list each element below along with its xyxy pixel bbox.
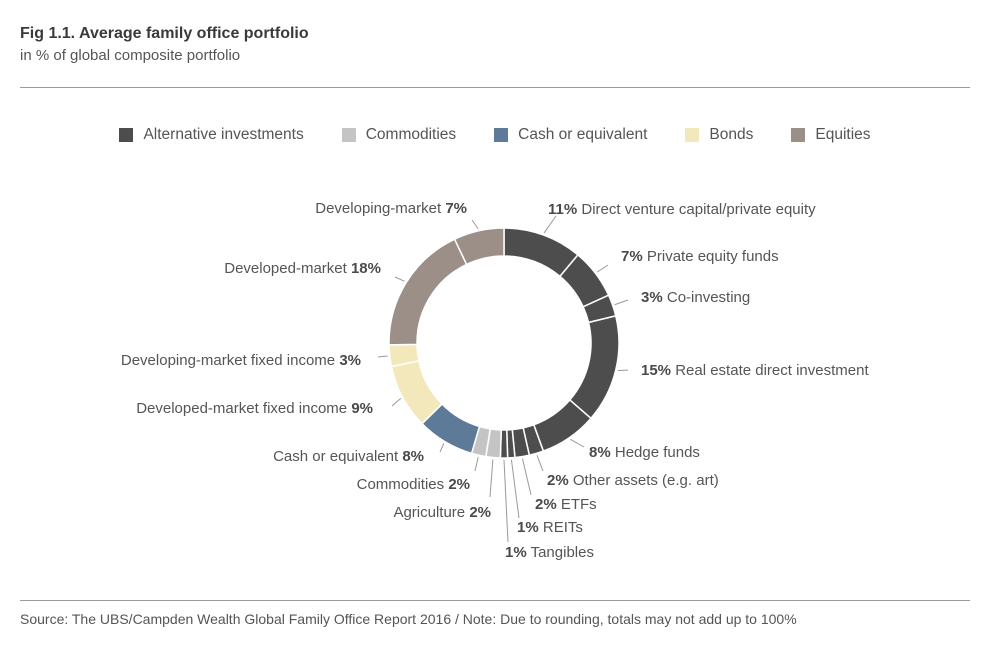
slice-value: 7% [445, 200, 467, 217]
slice-label: 1% Tangibles [505, 544, 594, 561]
slice-developed-market [388, 238, 468, 346]
legend-swatch [685, 128, 700, 142]
leader-line [474, 457, 479, 472]
slice-value: 9% [351, 400, 373, 417]
legend-item-equities: Equities [791, 126, 871, 144]
slice-name: Commodities [357, 476, 449, 493]
donut-slices [388, 227, 620, 459]
slice-label: Developed-market 18% [224, 260, 381, 277]
legend: Alternative investments Commodities Cash… [0, 126, 990, 144]
legend-item-alternative-investments: Alternative investments [119, 126, 304, 144]
chart-subtitle: in % of global composite portfolio [20, 47, 241, 64]
slice-value: 18% [351, 260, 381, 277]
slice-label: 15% Real estate direct investment [641, 362, 869, 379]
leader-line [617, 369, 629, 372]
slice-value: 2% [535, 496, 557, 513]
slice-value: 2% [469, 504, 491, 521]
leader-line [391, 397, 402, 407]
slice-value: 1% [517, 519, 539, 536]
slice-label: 2% Other assets (e.g. art) [547, 472, 719, 489]
donut-chart: 11% Direct venture capital/private equit… [121, 200, 870, 561]
legend-label: Cash or equivalent [518, 126, 648, 143]
slice-label: Developed-market fixed income 9% [136, 400, 373, 417]
slice-label: 8% Hedge funds [589, 444, 700, 461]
slice-value: 3% [339, 352, 361, 369]
slice-name: Co-investing [663, 289, 751, 306]
legend-item-bonds: Bonds [685, 126, 753, 144]
slice-label: 3% Co-investing [641, 289, 750, 306]
leader-line [543, 215, 557, 234]
leader-line [596, 264, 609, 273]
legend-item-commodities: Commodities [341, 126, 457, 144]
slice-value: 1% [505, 544, 527, 561]
leader-line [489, 459, 494, 498]
leader-line [570, 438, 585, 448]
slice-developing-market [453, 227, 505, 266]
slice-value: 11% [548, 201, 577, 218]
legend-swatch [791, 128, 806, 142]
slice-label: Commodities 2% [357, 476, 470, 493]
bottom-divider [20, 600, 970, 601]
leader-line [503, 459, 509, 543]
slice-label: Agriculture 2% [393, 504, 491, 521]
slice-name: Cash or equivalent [273, 448, 402, 465]
slice-value: 15% [641, 362, 671, 379]
slice-name: ETFs [557, 496, 597, 513]
chart-title: Fig 1.1. Average family office portfolio [20, 25, 309, 42]
leader-lines [377, 215, 629, 543]
legend-label: Bonds [709, 126, 754, 143]
leader-line [471, 219, 479, 230]
slice-label: 11% Direct venture capital/private equit… [548, 201, 816, 218]
slice-name: Developed-market fixed income [136, 400, 351, 417]
leader-line [521, 458, 532, 496]
leader-line [614, 299, 629, 306]
slice-label: 2% ETFs [535, 496, 597, 513]
slice-labels: 11% Direct venture capital/private equit… [121, 200, 870, 561]
legend-label: Equities [815, 126, 871, 143]
legend-label: Commodities [365, 126, 457, 143]
slice-name: Real estate direct investment [671, 362, 869, 379]
slice-value: 8% [402, 448, 424, 465]
slice-name: Agriculture [393, 504, 469, 521]
legend-swatch [494, 128, 509, 142]
legend-label: Alternative investments [143, 126, 304, 143]
legend-item-cash: Cash or equivalent [494, 126, 647, 144]
slice-label: 1% REITs [517, 519, 583, 536]
leader-line [394, 276, 405, 282]
slice-name: Private equity funds [643, 248, 779, 265]
legend-swatch [341, 128, 356, 142]
slice-name: Direct venture capital/private equity [577, 201, 816, 218]
slice-name: Other assets (e.g. art) [569, 472, 719, 489]
leader-line [439, 443, 445, 453]
leader-line [377, 355, 388, 358]
slice-value: 8% [589, 444, 611, 461]
slice-name: Developed-market [224, 260, 351, 277]
slice-name: REITs [539, 519, 583, 536]
slice-label: 7% Private equity funds [621, 248, 779, 265]
source-note: Source: The UBS/Campden Wealth Global Fa… [20, 611, 797, 627]
legend-swatch [119, 128, 134, 142]
top-divider [20, 87, 970, 88]
slice-name: Tangibles [527, 544, 594, 561]
slice-label: Cash or equivalent 8% [273, 448, 424, 465]
slice-label: Developing-market 7% [315, 200, 467, 217]
slice-value: 3% [641, 289, 663, 306]
slice-name: Developing-market [315, 200, 445, 217]
slice-value: 7% [621, 248, 643, 265]
leader-line [536, 455, 544, 472]
slice-value: 2% [448, 476, 470, 493]
slice-name: Developing-market fixed income [121, 352, 339, 369]
slice-real-estate-direct-investment [568, 314, 620, 420]
slice-value: 2% [547, 472, 569, 489]
slice-label: Developing-market fixed income 3% [121, 352, 361, 369]
slice-name: Hedge funds [611, 444, 700, 461]
leader-line [510, 459, 520, 519]
